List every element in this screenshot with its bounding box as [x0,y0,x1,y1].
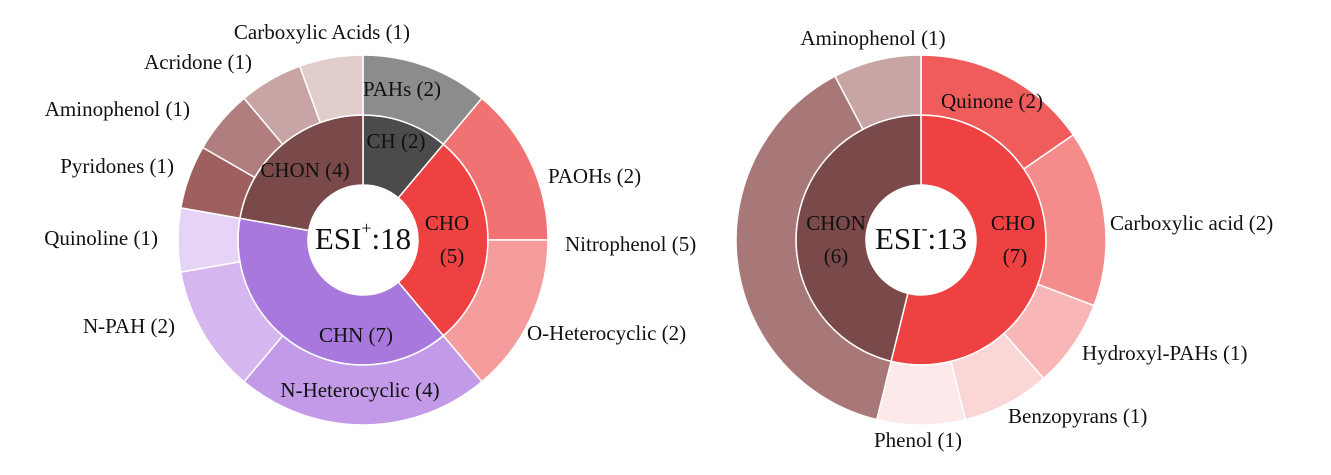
center-label: ESI-:13 [875,218,967,256]
center-label: ESI+:18 [315,218,411,256]
outer-label: N-Heterocyclic (4) [280,378,439,402]
inner-label: CHO (7) [991,211,1035,268]
inner-label: CHON (6) [806,211,866,268]
center-label-part: ESI [315,221,362,256]
outer-label: Carboxylic acid (2) [1110,211,1273,235]
outer-segment [875,360,967,426]
center-label-part: :18 [372,221,412,256]
outer-label: Aminophenol (1) [45,97,190,121]
outer-label: PAHs (2) [363,77,441,101]
inner-label: CHN (7) [319,323,393,347]
center-label-part: + [361,218,371,238]
outer-label: Aminophenol (1) [800,26,945,50]
center-label-part: - [921,218,927,238]
outer-label: Phenol (1) [874,428,962,452]
inner-label: CHON (4) [260,158,349,182]
outer-label: PAOHs (2) [548,164,641,188]
outer-label: O-Heterocyclic (2) [527,321,686,345]
sunburst: CHO (7) CHON (6) Quinone (2) Carboxylic acid … [735,26,1273,452]
outer-segment [177,207,241,273]
sunburst: CH (2) CHO (5) CHN (7) CHON (4) PAHs (2) PAOHs… [44,20,696,426]
outer-segment [834,54,922,131]
outer-segment [735,75,892,421]
outer-label: N-PAH (2) [83,314,175,338]
outer-label: Pyridones (1) [60,154,174,178]
center-label-part: ESI [875,221,922,256]
outer-segment [298,54,364,124]
outer-label: Quinone (2) [941,89,1043,113]
inner-label: CH (2) [367,129,426,153]
outer-label: Acridone (1) [144,50,252,74]
outer-label: Quinoline (1) [44,226,158,250]
center-label-part: :13 [927,221,967,256]
outer-label: Hydroxyl-PAHs (1) [1082,341,1247,365]
inner-label: CHO (5) [425,211,469,268]
outer-label: Carboxylic Acids (1) [234,20,410,44]
outer-label: Benzopyrans (1) [1008,404,1147,428]
annotation: Nitrophenol (5) [565,232,696,256]
